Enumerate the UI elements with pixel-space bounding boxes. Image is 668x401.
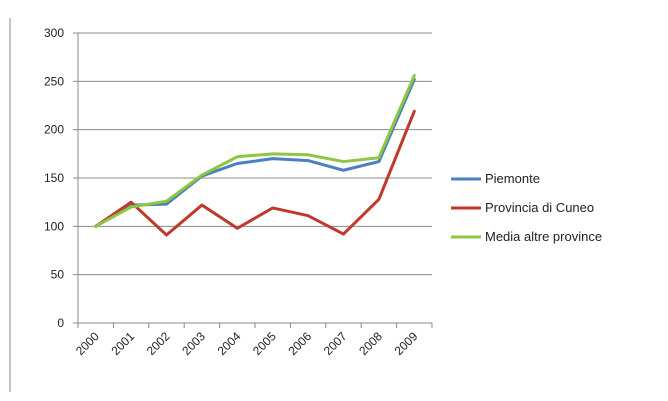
y-tick-label: 0 — [57, 316, 64, 330]
y-tick-label: 100 — [44, 219, 64, 233]
x-tick-label: 2000 — [73, 329, 102, 358]
legend-label: Provincia di Cuneo — [485, 200, 594, 215]
y-tick-label: 250 — [44, 74, 64, 88]
x-tick-label: 2009 — [392, 329, 421, 358]
x-tick-label: 2007 — [321, 329, 350, 358]
x-tick-label: 2006 — [285, 329, 314, 358]
y-tick-label: 200 — [44, 123, 64, 137]
y-tick-label: 300 — [44, 26, 64, 40]
x-tick-label: 2005 — [250, 329, 279, 358]
x-tick-label: 2003 — [179, 329, 208, 358]
x-tick-label: 2004 — [215, 329, 244, 358]
x-tick-label: 2008 — [356, 329, 385, 358]
x-tick-label: 2002 — [144, 329, 173, 358]
legend-label: Piemonte — [485, 171, 540, 186]
legend-label: Media altre province — [485, 229, 602, 244]
y-tick-label: 150 — [44, 171, 64, 185]
series-line-3 — [96, 76, 415, 227]
y-tick-label: 50 — [51, 268, 65, 282]
x-tick-label: 2001 — [108, 329, 137, 358]
